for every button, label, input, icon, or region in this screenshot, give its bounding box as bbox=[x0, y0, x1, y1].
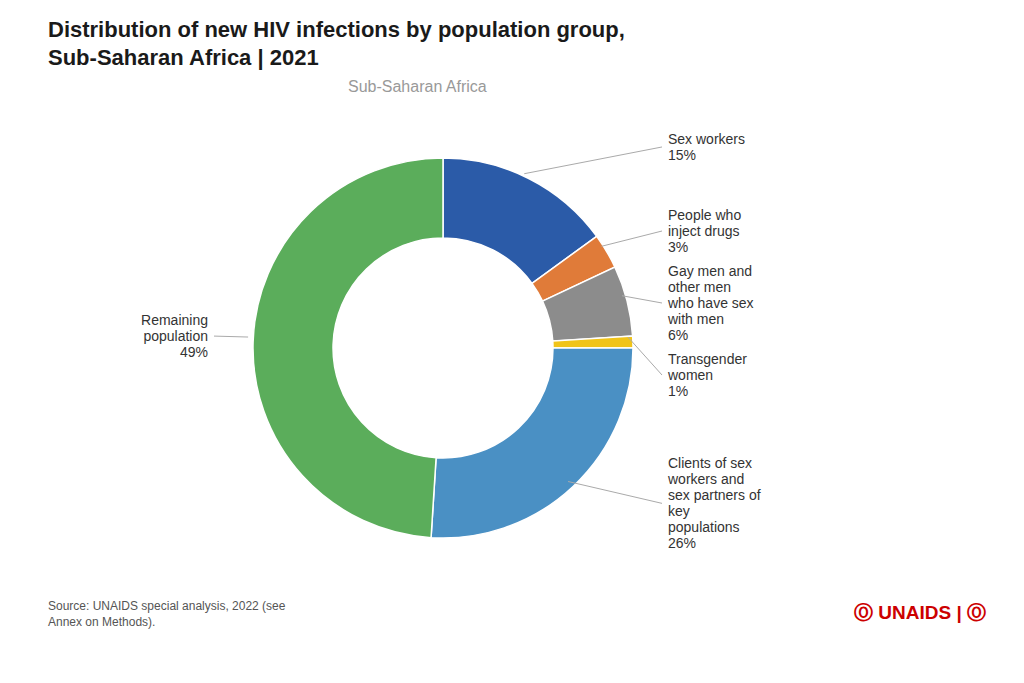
svg-text:Clients of sexworkers andsex p: Clients of sexworkers andsex partners of… bbox=[667, 455, 761, 551]
svg-text:Remainingpopulation49%: Remainingpopulation49% bbox=[141, 312, 208, 360]
html-text:Sub-Saharan Africa | 2021: Sub-Saharan Africa | 2021 bbox=[48, 45, 319, 70]
html-text:Sub-Saharan Africa: Sub-Saharan Africa bbox=[348, 78, 487, 95]
html-text:Ⓞ UNAIDS | Ⓞ: Ⓞ UNAIDS | Ⓞ bbox=[854, 602, 986, 623]
svg-text:Gay men andother menwho have s: Gay men andother menwho have sexwith men… bbox=[667, 263, 754, 343]
html-text:Source: UNAIDS special analysi: Source: UNAIDS special analysis, 2022 (s… bbox=[48, 599, 286, 613]
svg-text:Transgenderwomen1%: Transgenderwomen1% bbox=[667, 351, 747, 399]
html-text:Distribution of new HIV infect: Distribution of new HIV infections by po… bbox=[48, 17, 625, 42]
svg-text:People whoinject drugs3%: People whoinject drugs3% bbox=[668, 207, 741, 255]
svg-text:Sex workers15%: Sex workers15% bbox=[668, 131, 745, 163]
html-text:Annex on Methods).: Annex on Methods). bbox=[48, 615, 156, 629]
